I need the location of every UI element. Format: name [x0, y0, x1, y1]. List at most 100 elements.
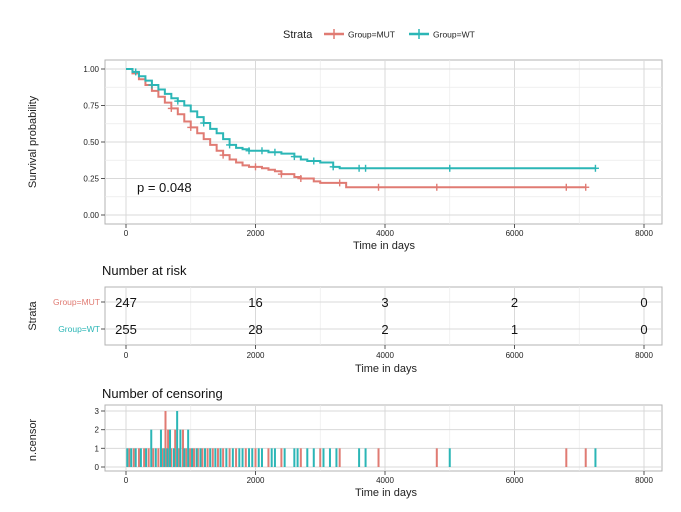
censoring-x-tick-label: 6000	[506, 476, 524, 485]
censoring-y-axis: 0 1 2 3	[95, 407, 105, 472]
censoring-bar	[191, 448, 194, 467]
censoring-bar	[134, 448, 137, 467]
censoring-bar	[254, 448, 257, 467]
censoring-bar	[248, 448, 251, 467]
censoring-bar	[211, 448, 214, 467]
risk-cell: 2	[511, 295, 518, 310]
censoring-bar	[328, 448, 331, 467]
censoring-bar	[296, 448, 299, 467]
km-x-tick-label: 2000	[247, 229, 265, 238]
censoring-bar	[139, 448, 142, 467]
km-x-tick-label: 4000	[376, 229, 394, 238]
km-y-tick-label: 0.50	[83, 138, 99, 147]
legend: Strata Group=MUT Group=WT	[283, 29, 475, 41]
km-censor-marks	[132, 68, 599, 191]
km-y-tick-label: 1.00	[83, 65, 99, 74]
censoring-bar	[161, 448, 164, 467]
censoring-bar	[594, 448, 597, 467]
censoring-bar	[364, 448, 367, 467]
censoring-bar	[164, 411, 167, 467]
censoring-x-axis: 0 2000 4000 6000 8000	[124, 471, 653, 485]
risk-cell: 28	[248, 322, 262, 337]
km-curve-wt	[126, 68, 596, 170]
censoring-bar	[448, 448, 451, 467]
legend-label-wt: Group=WT	[433, 30, 475, 40]
risk-cell: 247	[115, 295, 137, 310]
censoring-bar	[235, 448, 238, 467]
censoring-bar	[280, 448, 283, 467]
censoring-bar	[267, 448, 270, 467]
censoring-bar	[166, 448, 169, 467]
censoring-bar	[299, 448, 302, 467]
censoring-bar	[132, 448, 135, 467]
censoring-x-tick-label: 8000	[635, 476, 653, 485]
censoring-bar	[377, 448, 380, 467]
censoring-bar	[176, 411, 179, 467]
km-y-tick-label: 0.25	[83, 175, 99, 184]
censoring-bar	[147, 448, 150, 467]
censoring-bar	[169, 429, 172, 467]
risk-row-label-mut: Group=MUT	[53, 297, 100, 307]
risk-x-axis: 0 2000 4000 6000 8000	[124, 345, 653, 360]
censoring-bar	[130, 448, 133, 467]
risk-x-tick-label: 8000	[635, 351, 653, 360]
censoring-bar	[206, 448, 209, 467]
risk-x-tick-label: 6000	[506, 351, 524, 360]
censoring-bar	[137, 448, 140, 467]
risk-x-label: Time in days	[355, 363, 417, 375]
km-y-axis: 0.00 0.25 0.50 0.75 1.00	[83, 65, 105, 220]
censoring-bar	[283, 448, 286, 467]
censoring-bar	[565, 448, 568, 467]
censoring-bar	[273, 448, 276, 467]
censoring-bar	[584, 448, 587, 467]
censoring-bar	[312, 448, 315, 467]
legend-label-mut: Group=MUT	[348, 30, 395, 40]
censoring-bar	[214, 448, 217, 467]
censoring-bar	[201, 448, 204, 467]
censoring-bar	[174, 429, 177, 467]
km-x-tick-label: 0	[124, 229, 129, 238]
risk-y-label: Strata	[27, 300, 39, 330]
km-y-tick-label: 0.00	[83, 211, 99, 220]
censoring-bar	[163, 448, 166, 467]
risk-cell: 3	[381, 295, 388, 310]
censoring-bar	[170, 448, 173, 467]
legend-title: Strata	[283, 29, 313, 41]
km-x-tick-label: 6000	[506, 229, 524, 238]
censoring-x-tick-label: 0	[124, 476, 129, 485]
risk-cells: 247 16 3 2 0 255 28 2 1 0	[115, 295, 647, 337]
censoring-bar	[335, 448, 338, 467]
censoring-bar	[270, 448, 273, 467]
censoring-x-tick-label: 4000	[376, 476, 394, 485]
risk-x-tick-label: 0	[124, 351, 129, 360]
censoring-bar	[152, 448, 155, 467]
risk-cell: 0	[640, 295, 647, 310]
censoring-plot: Number of censoring 0 2000 4000 6000 8000 0 1…	[27, 386, 663, 499]
censoring-y-tick-label: 2	[95, 426, 100, 435]
censoring-bar	[154, 448, 157, 467]
censoring-bar	[181, 429, 184, 467]
censoring-bar	[199, 448, 202, 467]
censoring-bar	[358, 448, 361, 467]
censoring-bar	[260, 448, 263, 467]
censoring-bar	[185, 448, 188, 467]
censoring-bar	[189, 448, 192, 467]
censoring-x-tick-label: 2000	[247, 476, 265, 485]
censoring-bar	[435, 448, 438, 467]
risk-cell: 1	[511, 322, 518, 337]
km-x-tick-label: 8000	[635, 229, 653, 238]
risk-grid	[101, 287, 662, 345]
censoring-bar	[145, 448, 148, 467]
censoring-bar	[203, 448, 206, 467]
censoring-bar	[167, 429, 170, 467]
censoring-y-tick-label: 3	[95, 407, 100, 416]
censoring-bar	[251, 448, 254, 467]
risk-x-tick-label: 2000	[247, 351, 265, 360]
risk-cell: 2	[381, 322, 388, 337]
censoring-bar	[143, 448, 146, 467]
censoring-bar	[338, 448, 341, 467]
censoring-bar	[159, 429, 162, 467]
censoring-bar	[322, 448, 325, 467]
